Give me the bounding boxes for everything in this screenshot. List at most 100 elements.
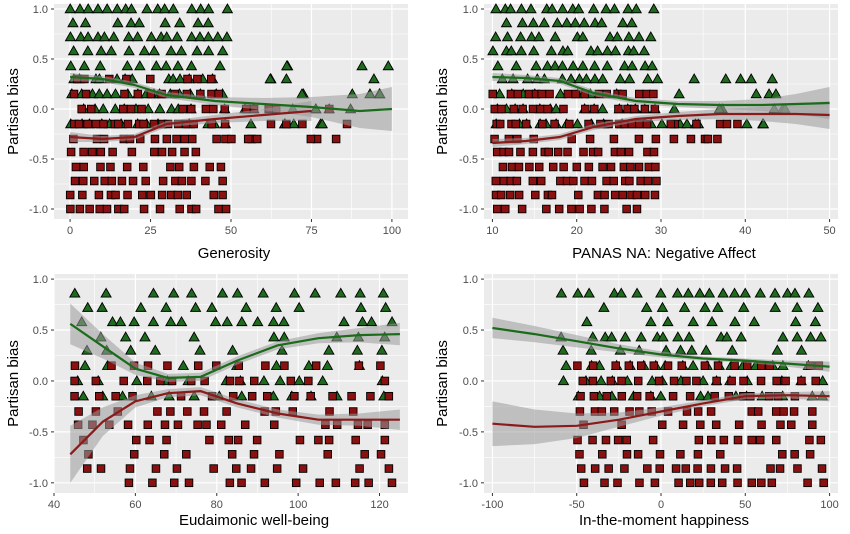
triangle-point: [617, 17, 629, 28]
square-point: [96, 464, 106, 473]
square-point: [75, 204, 85, 214]
square-point: [598, 450, 607, 459]
square-point: [501, 204, 510, 214]
triangle-point: [712, 301, 724, 312]
x-tick-label: 120: [370, 499, 388, 511]
triangle-point: [598, 301, 610, 312]
triangle-point: [533, 31, 545, 42]
triangle-point: [214, 60, 226, 71]
triangle-point: [737, 301, 750, 312]
fit-line-green: [69, 322, 400, 379]
square-point: [542, 204, 551, 214]
y-tick-label: 0.5: [33, 54, 48, 66]
square-point: [640, 104, 650, 114]
triangle-point: [678, 301, 691, 312]
triangle-point: [74, 3, 86, 14]
triangle-point: [555, 287, 568, 298]
square-point: [119, 204, 129, 214]
triangle-point: [109, 103, 122, 114]
square-point: [651, 134, 661, 144]
triangle-point: [122, 31, 135, 42]
square-point: [114, 119, 123, 129]
triangle-point: [356, 60, 368, 71]
square-point: [554, 204, 564, 214]
square-point: [90, 176, 99, 186]
triangle-point: [172, 60, 184, 71]
x-tick-label: 75: [305, 225, 317, 237]
square-point: [182, 450, 191, 459]
triangle-point: [525, 31, 538, 42]
triangle-point: [191, 45, 203, 56]
y-axis-title: Partisan bias: [434, 68, 451, 155]
triangle-point: [608, 287, 621, 298]
triangle-point: [671, 287, 684, 298]
square-point: [70, 376, 79, 386]
x-axis-title: Eudaimonic well-being: [179, 512, 329, 529]
triangle-point: [554, 88, 567, 99]
triangle-point: [556, 60, 569, 71]
square-point: [225, 478, 235, 488]
square-point: [624, 147, 634, 157]
triangle-point: [572, 3, 585, 14]
square-point: [574, 190, 583, 200]
square-point: [677, 361, 687, 370]
square-point: [588, 435, 597, 445]
square-point: [600, 190, 609, 200]
square-point: [650, 478, 660, 488]
square-point: [655, 464, 664, 473]
square-point: [166, 407, 175, 416]
triangle-point: [631, 287, 643, 298]
triangle-point: [561, 45, 574, 56]
square-point: [817, 464, 827, 473]
square-point: [79, 162, 88, 172]
square-point: [243, 134, 253, 144]
square-point: [214, 204, 223, 214]
square-point: [150, 134, 160, 144]
triangle-point: [98, 31, 111, 42]
triangle-point: [165, 45, 177, 56]
square-point: [263, 391, 272, 401]
triangle-point: [604, 31, 616, 42]
triangle-point: [567, 60, 579, 71]
square-point: [727, 376, 736, 386]
square-point: [711, 420, 721, 430]
triangle-point: [777, 331, 789, 342]
square-point: [616, 147, 626, 157]
triangle-point: [221, 3, 234, 14]
square-point: [220, 104, 230, 114]
x-tick-label: 100: [383, 225, 401, 237]
triangle-point: [492, 60, 504, 71]
square-point: [669, 134, 679, 144]
square-point: [323, 450, 332, 459]
square-point: [590, 104, 599, 114]
square-point: [499, 176, 509, 186]
triangle-point: [133, 17, 146, 28]
square-point: [191, 147, 201, 157]
square-point: [565, 119, 574, 129]
square-point: [331, 478, 341, 488]
triangle-point: [803, 287, 815, 298]
square-point: [360, 450, 369, 459]
square-point: [650, 190, 660, 200]
square-point: [756, 376, 766, 386]
square-point: [202, 420, 211, 430]
y-tick-label: -0.5: [459, 154, 478, 166]
square-point: [124, 478, 134, 488]
fit-line-red: [70, 109, 312, 141]
square-point: [237, 478, 246, 488]
square-point: [78, 190, 87, 200]
square-point: [182, 190, 191, 200]
square-point: [706, 407, 716, 416]
triangle-point: [673, 88, 685, 99]
triangle-point: [64, 31, 77, 42]
y-tick-label: -0.5: [29, 427, 48, 439]
square-point: [138, 190, 147, 200]
square-point: [212, 134, 221, 144]
square-point: [633, 376, 643, 386]
triangle-point: [209, 315, 222, 327]
square-point: [366, 391, 375, 401]
square-point: [666, 119, 676, 129]
triangle-point: [618, 60, 631, 71]
square-point: [514, 190, 524, 200]
square-point: [622, 450, 632, 459]
